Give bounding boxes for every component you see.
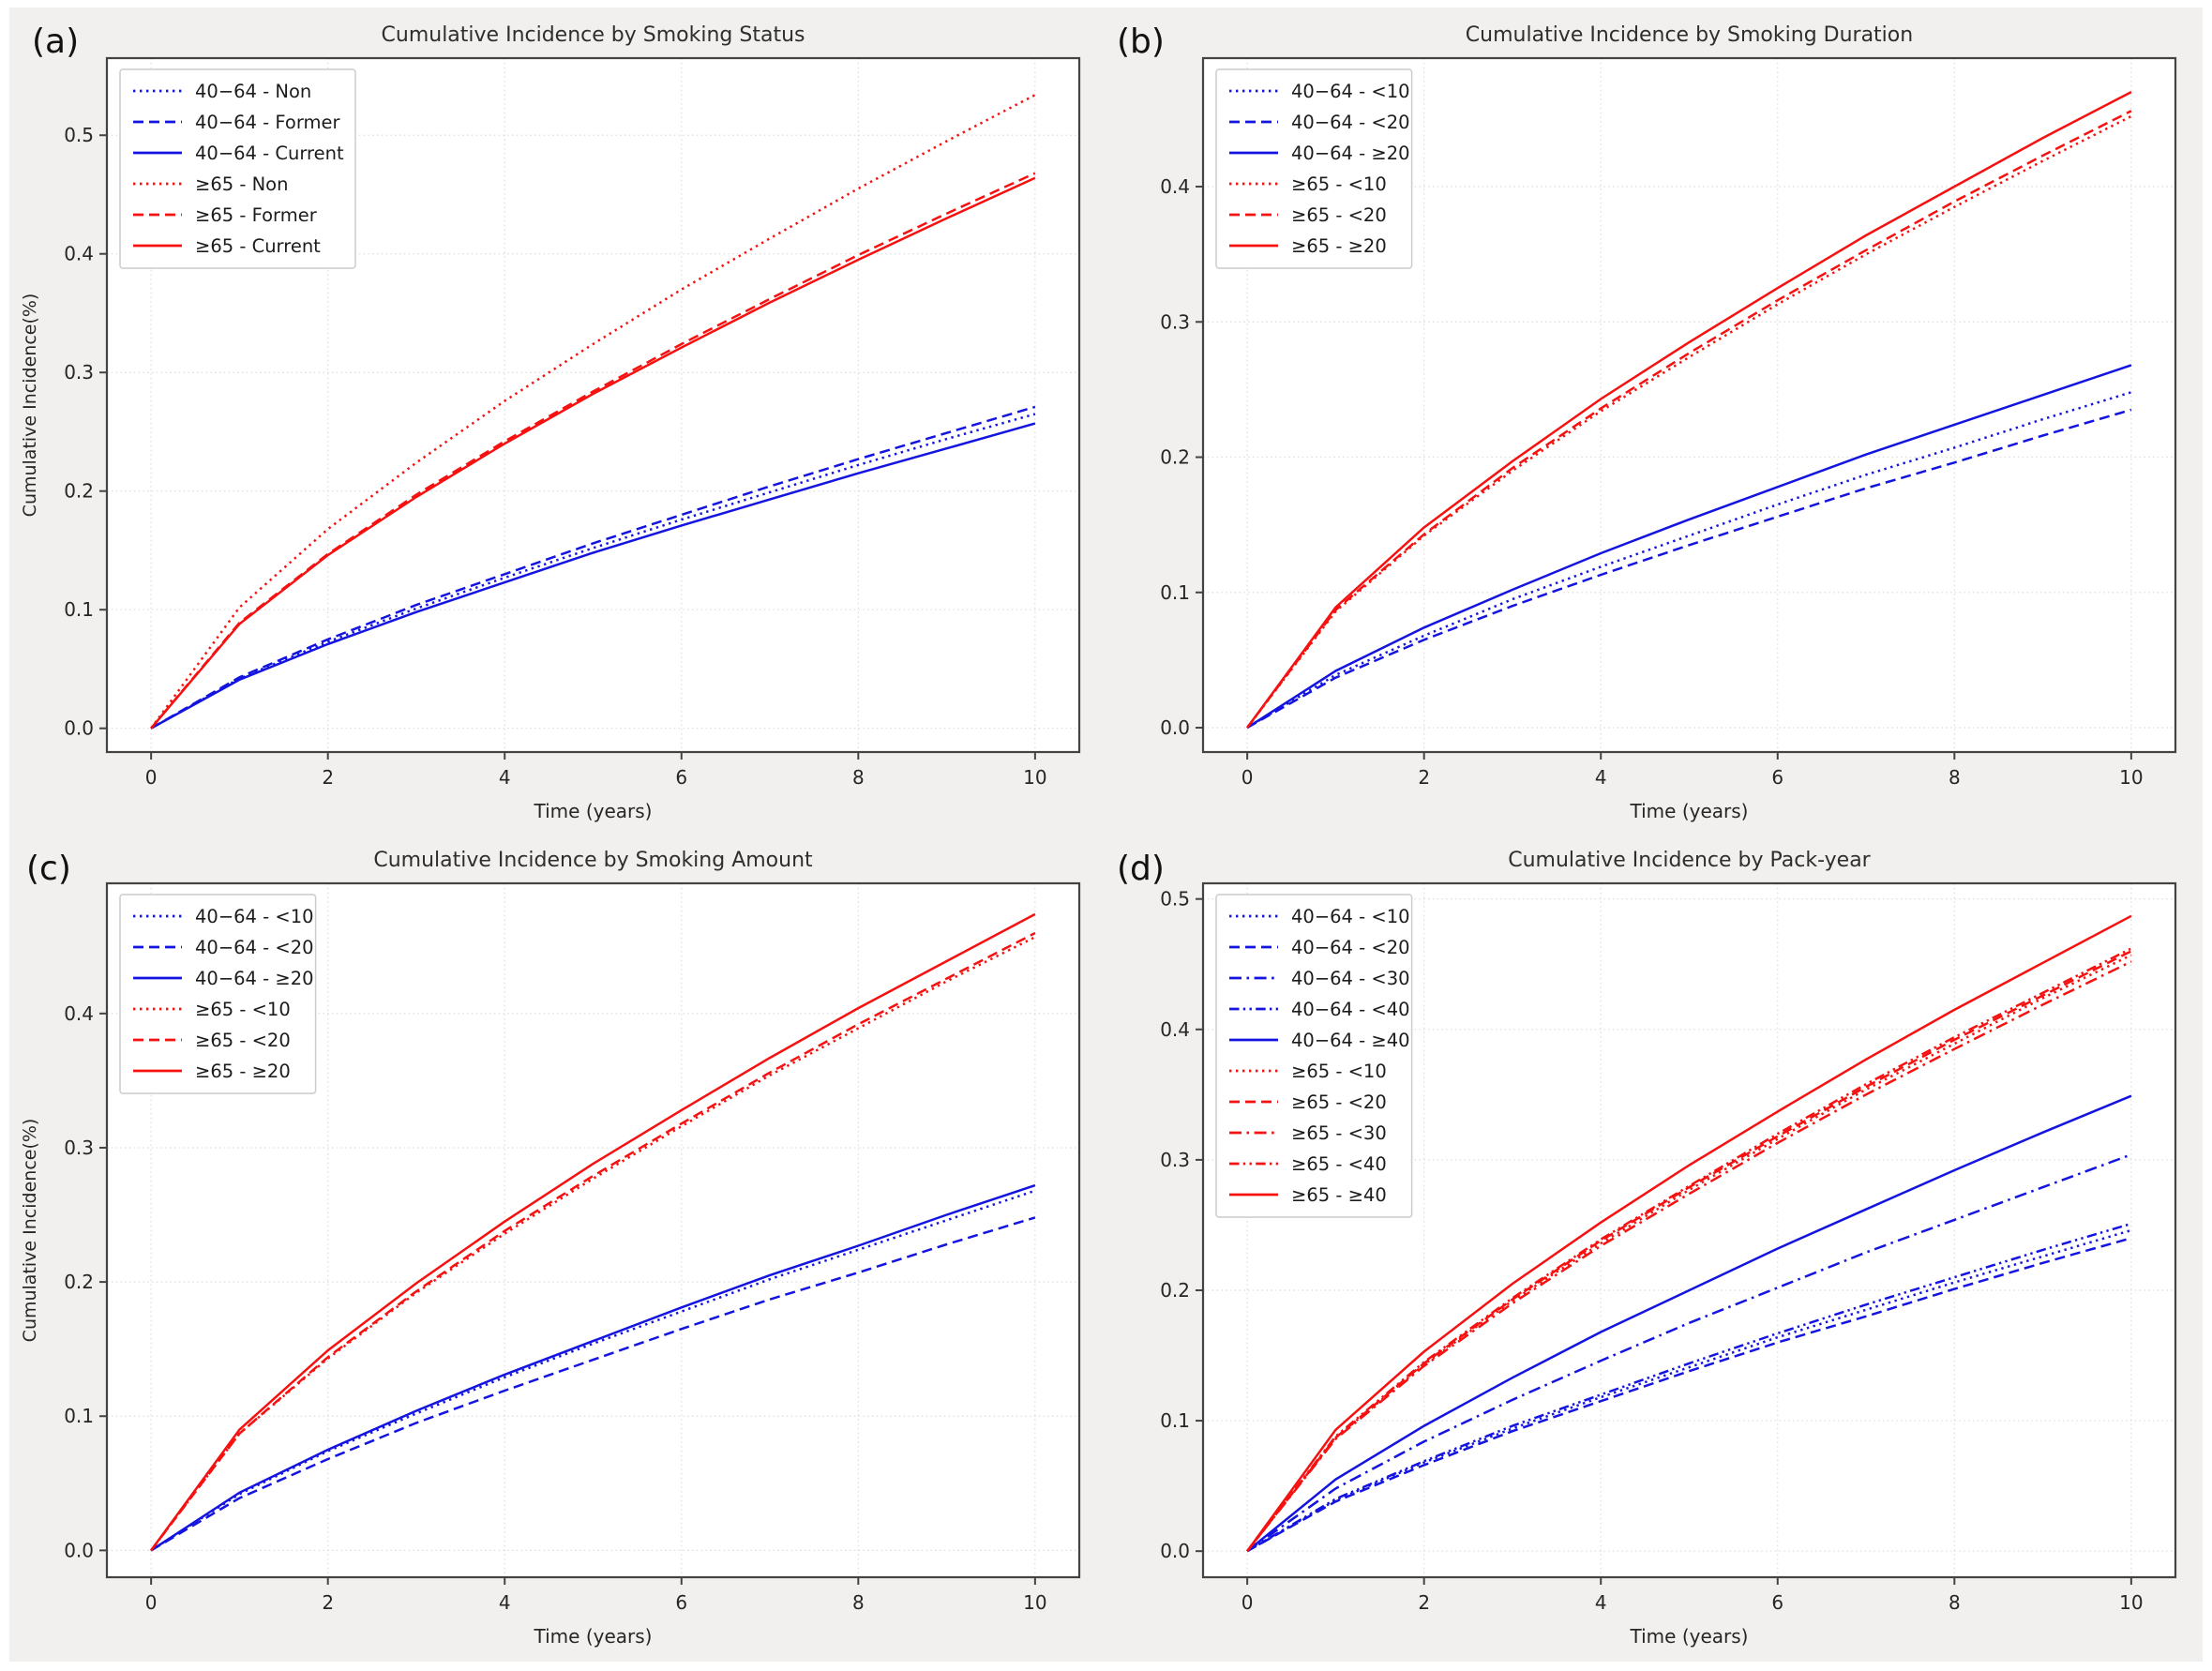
svg-text:6: 6 [675,766,687,789]
svg-text:0.2: 0.2 [64,1271,94,1293]
svg-text:≥65 - Former: ≥65 - Former [195,204,318,226]
svg-text:4: 4 [1595,766,1607,789]
svg-text:40−64 - ≥20: 40−64 - ≥20 [195,968,314,989]
svg-text:0: 0 [145,1591,158,1614]
svg-text:40−64 - <10: 40−64 - <10 [1291,906,1410,927]
svg-text:10: 10 [1023,766,1046,789]
svg-text:0.4: 0.4 [64,1002,94,1025]
svg-text:10: 10 [2119,766,2143,789]
svg-text:Time (years): Time (years) [534,800,653,822]
svg-text:≥65 - <10: ≥65 - <10 [1291,173,1387,195]
svg-text:10: 10 [2119,1591,2143,1614]
svg-text:≥65 - <30: ≥65 - <30 [1291,1122,1387,1144]
svg-text:40−64 - Former: 40−64 - Former [195,112,341,133]
svg-text:10: 10 [1023,1591,1046,1614]
svg-text:0.4: 0.4 [1160,1018,1190,1041]
svg-text:4: 4 [1595,1591,1607,1614]
svg-text:Cumulative Incidence by Smokin: Cumulative Incidence by Smoking Duration [1466,23,1913,47]
svg-text:8: 8 [1949,1591,1961,1614]
svg-text:Cumulative Incidence(%): Cumulative Incidence(%) [20,294,40,518]
svg-text:≥65 - Non: ≥65 - Non [195,173,288,195]
svg-text:0.2: 0.2 [1160,446,1190,469]
svg-text:40−64 - Current: 40−64 - Current [195,143,344,164]
svg-text:0.4: 0.4 [64,243,94,265]
svg-text:0.3: 0.3 [1160,310,1190,333]
svg-text:8: 8 [852,766,865,789]
chart-pack-year: 0.0 0.1 0.2 0.3 0.4 0.5 0 2 4 6 8 10 Cumulative Inci… [1160,849,2177,1648]
svg-text:40−64 - <20: 40−64 - <20 [195,937,314,958]
panel-b: (b) 0.0 0.1 0.2 0.3 0.4 0 2 4 6 8 10 Cumulative Inc… [1106,8,2202,833]
svg-text:0.3: 0.3 [64,361,94,384]
panel-grid: (a) 0.0 0.1 0.2 0.3 0.4 0.5 0 2 4 6 8 10 Cumulative … [9,8,2203,1662]
svg-text:0.2: 0.2 [64,480,94,503]
svg-text:≥65 - ≥20: ≥65 - ≥20 [1291,235,1387,257]
svg-text:2: 2 [1418,766,1430,789]
svg-text:0.0: 0.0 [64,717,94,740]
figure-canvas: (a) 0.0 0.1 0.2 0.3 0.4 0.5 0 2 4 6 8 10 Cumulative … [9,8,2203,1662]
svg-text:Time (years): Time (years) [534,1625,653,1648]
panel-d-letter: (d) [1117,850,1165,888]
svg-text:40−64 - <20: 40−64 - <20 [1291,937,1410,958]
svg-text:≥65 - <40: ≥65 - <40 [1291,1153,1387,1175]
svg-text:8: 8 [1949,766,1961,789]
svg-text:0: 0 [1241,1591,1254,1614]
svg-text:0.1: 0.1 [64,1405,94,1427]
svg-text:40−64 - <30: 40−64 - <30 [1291,968,1410,989]
svg-text:0.1: 0.1 [64,598,94,621]
svg-text:0.1: 0.1 [1160,581,1190,604]
svg-text:Time (years): Time (years) [1630,1625,1749,1648]
svg-text:2: 2 [322,766,334,789]
svg-text:40−64 - <40: 40−64 - <40 [1291,999,1410,1020]
svg-text:≥65 - <10: ≥65 - <10 [1291,1061,1387,1082]
svg-text:0: 0 [145,766,158,789]
svg-text:≥65 - <10: ≥65 - <10 [195,999,291,1020]
chart-smoking-status: 0.0 0.1 0.2 0.3 0.4 0.5 0 2 4 6 8 10 Cumulative Inci… [20,23,1081,822]
svg-text:≥65 - <20: ≥65 - <20 [1291,1091,1387,1113]
svg-text:Cumulative Incidence(%): Cumulative Incidence(%) [20,1119,40,1343]
chart-smoking-duration: 0.0 0.1 0.2 0.3 0.4 0 2 4 6 8 10 Cumulative Inciden… [1160,23,2177,822]
svg-text:0.5: 0.5 [1160,888,1190,911]
chart-smoking-amount: 0.0 0.1 0.2 0.3 0.4 0 2 4 6 8 10 Cumulative Inciden… [20,849,1081,1648]
svg-text:≥65 - Current: ≥65 - Current [195,235,321,257]
svg-text:0.0: 0.0 [1160,1540,1190,1562]
panel-a: (a) 0.0 0.1 0.2 0.3 0.4 0.5 0 2 4 6 8 10 Cumulative … [9,8,1106,833]
svg-text:40−64 - Non: 40−64 - Non [195,81,311,102]
svg-text:0.2: 0.2 [1160,1279,1190,1302]
svg-text:Cumulative Incidence by Smokin: Cumulative Incidence by Smoking Amount [373,849,813,872]
svg-text:40−64 - ≥40: 40−64 - ≥40 [1291,1030,1410,1051]
svg-text:≥65 - <20: ≥65 - <20 [1291,204,1387,226]
svg-text:0.3: 0.3 [64,1137,94,1159]
svg-text:0.4: 0.4 [1160,175,1190,198]
svg-text:0.0: 0.0 [64,1539,94,1561]
svg-text:2: 2 [1418,1591,1430,1614]
svg-text:0.3: 0.3 [1160,1149,1190,1171]
svg-text:40−64 - <10: 40−64 - <10 [1291,81,1410,102]
svg-text:4: 4 [499,1591,511,1614]
panel-a-letter: (a) [32,23,80,61]
svg-text:Cumulative Incidence by Pack-y: Cumulative Incidence by Pack-year [1508,849,1871,872]
svg-text:0.1: 0.1 [1160,1409,1190,1432]
svg-text:Time (years): Time (years) [1630,800,1749,822]
svg-text:≥65 - ≥40: ≥65 - ≥40 [1291,1184,1387,1206]
svg-text:0: 0 [1241,766,1254,789]
svg-text:6: 6 [675,1591,687,1614]
svg-text:0.0: 0.0 [1160,716,1190,739]
svg-text:8: 8 [852,1591,865,1614]
svg-text:≥65 - <20: ≥65 - <20 [195,1030,291,1051]
svg-text:40−64 - <20: 40−64 - <20 [1291,112,1410,133]
svg-text:6: 6 [1771,766,1783,789]
svg-text:40−64 - ≥20: 40−64 - ≥20 [1291,143,1410,164]
svg-text:4: 4 [499,766,511,789]
svg-text:Cumulative Incidence by Smokin: Cumulative Incidence by Smoking Status [382,23,805,47]
svg-text:2: 2 [322,1591,334,1614]
panel-c: (c) 0.0 0.1 0.2 0.3 0.4 0 2 4 6 8 10 Cumulative Inc… [9,833,1106,1658]
panel-d: (d) 0.0 0.1 0.2 0.3 0.4 0.5 0 2 4 6 8 10 Cumulative … [1106,833,2202,1658]
svg-text:40−64 - <10: 40−64 - <10 [195,906,314,927]
svg-text:6: 6 [1771,1591,1783,1614]
panel-b-letter: (b) [1117,23,1165,61]
panel-c-letter: (c) [26,850,71,888]
svg-text:0.5: 0.5 [64,124,94,146]
svg-text:≥65 - ≥20: ≥65 - ≥20 [195,1061,291,1082]
